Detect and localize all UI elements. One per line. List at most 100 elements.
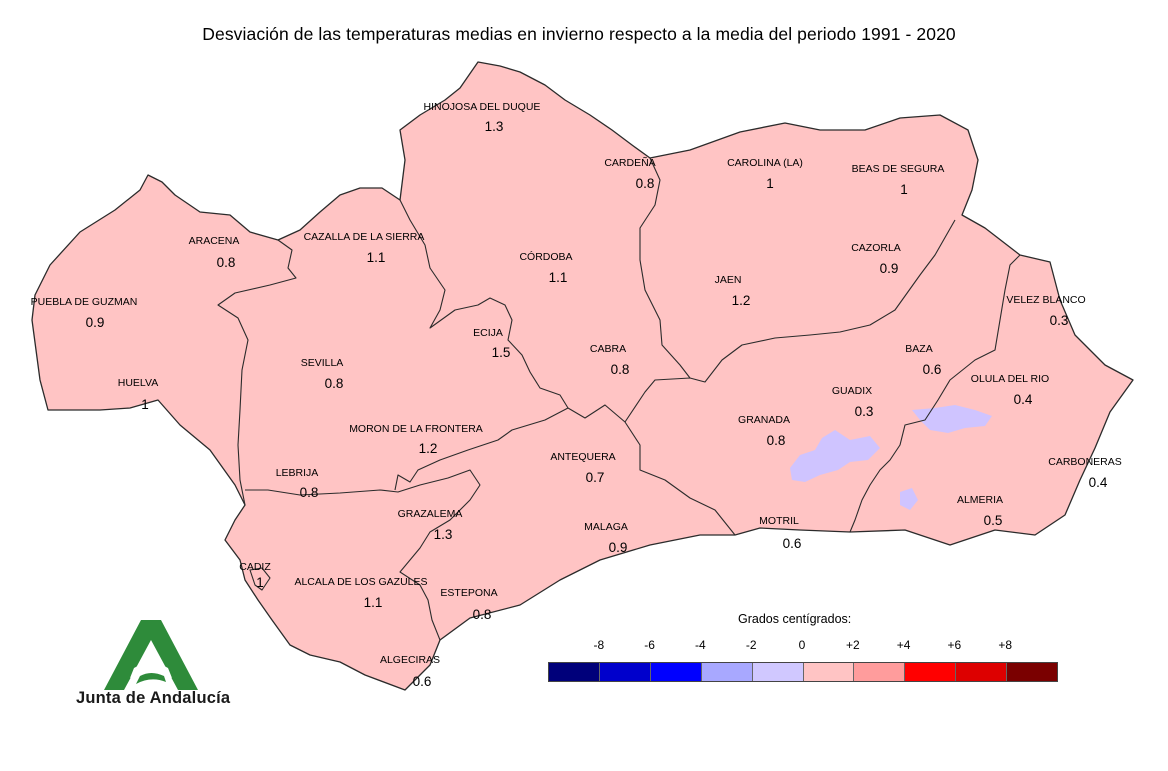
junta-logo-icon — [104, 620, 198, 690]
legend-color-scale — [548, 662, 1058, 682]
border-cordoba-malaga-granada — [567, 404, 736, 536]
station-name: CADIZ — [239, 561, 271, 573]
station-value: 0.6 — [783, 536, 802, 551]
station-name: HINOJOSA DEL DUQUE — [424, 101, 541, 113]
station-name: GUADIX — [832, 385, 872, 397]
station-value: 1 — [256, 575, 264, 590]
legend-tick-label: +2 — [845, 638, 860, 652]
border-cordoba-jaen — [639, 157, 691, 379]
station-value: 0.8 — [217, 255, 236, 270]
map-title: Desviación de las temperaturas medias en… — [202, 24, 956, 44]
station-value: 0.6 — [923, 362, 942, 377]
station-value: 0.4 — [1089, 475, 1108, 490]
border-cadiz — [245, 469, 481, 641]
station-value: 0.9 — [609, 540, 628, 555]
station-value: 0.3 — [1050, 313, 1069, 328]
legend-swatch — [650, 663, 702, 681]
station-value: 0.8 — [767, 433, 786, 448]
station-name: ARACENA — [189, 235, 240, 247]
station-name: CAROLINA (LA) — [727, 157, 803, 169]
station-name: GRAZALEMA — [398, 508, 463, 520]
legend-tick-label: +4 — [896, 638, 911, 652]
station-value: 1.3 — [434, 527, 453, 542]
station-name: ANTEQUERA — [550, 451, 615, 463]
station-name: GRANADA — [738, 414, 790, 426]
station-value: 0.8 — [636, 176, 655, 191]
legend-tick-label: -4 — [695, 638, 706, 652]
legend-tick-label: +8 — [998, 638, 1013, 652]
station-value: 0.8 — [473, 607, 492, 622]
station-value: 1.1 — [364, 595, 383, 610]
station-name: BEAS DE SEGURA — [852, 163, 945, 175]
legend-swatch — [752, 663, 804, 681]
station-value: 0.8 — [611, 362, 630, 377]
station-value: 1.2 — [419, 441, 438, 456]
station-value: 1 — [900, 182, 908, 197]
station-name: LEBRIJA — [276, 467, 319, 479]
station-value: 0.3 — [855, 404, 874, 419]
station-name: CARBONERAS — [1048, 456, 1122, 468]
station-name: HUELVA — [118, 377, 158, 389]
andalucia-region — [31, 61, 1134, 691]
station-value: 1 — [766, 176, 774, 191]
legend-tick-label: +6 — [947, 638, 962, 652]
station-name: MOTRIL — [759, 515, 799, 527]
legend-swatch — [599, 663, 651, 681]
legend-swatch — [701, 663, 753, 681]
station-value: 0.8 — [325, 376, 344, 391]
station-name: OLULA DEL RIO — [971, 373, 1049, 385]
station-name: CARDEÑA — [604, 156, 655, 169]
legend-tick-label: -6 — [644, 638, 655, 652]
station-value: 1.5 — [492, 345, 511, 360]
station-name: ALMERIA — [957, 494, 1003, 506]
cool-patch-sierra-nevada — [790, 430, 880, 482]
station-value: 1.1 — [549, 270, 568, 285]
station-value: 1.2 — [732, 293, 751, 308]
station-value: 0.7 — [586, 470, 605, 485]
legend-swatch — [905, 663, 957, 681]
cadiz-bay-detail — [249, 567, 271, 591]
legend-tick-label: 0 — [798, 638, 806, 652]
legend: Grados centígrados: -8 -6 -4 -2 0 +2 +4 +6 +8 — [548, 612, 1058, 684]
legend-swatch — [854, 663, 906, 681]
station-name: JAEN — [715, 274, 742, 286]
border-malaga-granada-jaen — [624, 219, 956, 423]
station-name: SEVILLA — [301, 357, 344, 369]
station-value: 0.4 — [1014, 392, 1033, 407]
station-labels: HINOJOSA DEL DUQUE 1.3 CARDEÑA 0.8 CAROLINA … — [31, 101, 1122, 689]
legend-swatch — [956, 663, 1008, 681]
station-name: ESTEPONA — [440, 587, 497, 599]
cool-patch-gador — [900, 488, 918, 510]
legend-tick-label: -8 — [593, 638, 605, 652]
legend-swatch — [549, 663, 600, 681]
legend-caption: Grados centígrados: — [738, 612, 852, 626]
station-name: CAZALLA DE LA SIERRA — [304, 231, 425, 243]
legend-swatch — [803, 663, 855, 681]
legend-tick-label: -2 — [745, 638, 757, 652]
logo-text: Junta de Andalucía — [76, 689, 231, 707]
station-name: MALAGA — [584, 521, 628, 533]
cool-patch-filabres — [912, 405, 992, 433]
station-name: CÓRDOBA — [519, 250, 572, 263]
station-value: 1.3 — [485, 119, 504, 134]
station-name: ECIJA — [473, 327, 503, 339]
station-name: CAZORLA — [851, 242, 901, 254]
station-value: 0.6 — [413, 674, 432, 689]
station-name: ALGECIRAS — [380, 654, 440, 666]
station-name: PUEBLA DE GUZMAN — [31, 296, 138, 308]
legend-swatch — [1007, 663, 1058, 681]
station-value: 1.1 — [367, 250, 386, 265]
station-value: 0.9 — [880, 261, 899, 276]
station-name: VELEZ BLANCO — [1006, 294, 1085, 306]
border-huelva-sevilla — [217, 239, 297, 506]
station-value: 0.8 — [300, 485, 319, 500]
station-value: 0.9 — [86, 315, 105, 330]
station-name: ALCALA DE LOS GAZULES — [294, 576, 427, 588]
station-name: CABRA — [590, 343, 626, 355]
border-granada-almeria — [849, 254, 1021, 533]
station-value: 0.5 — [984, 513, 1003, 528]
station-name: MORON DE LA FRONTERA — [349, 423, 483, 435]
border-sevilla-cordoba — [394, 199, 569, 491]
station-name: BAZA — [905, 343, 932, 355]
